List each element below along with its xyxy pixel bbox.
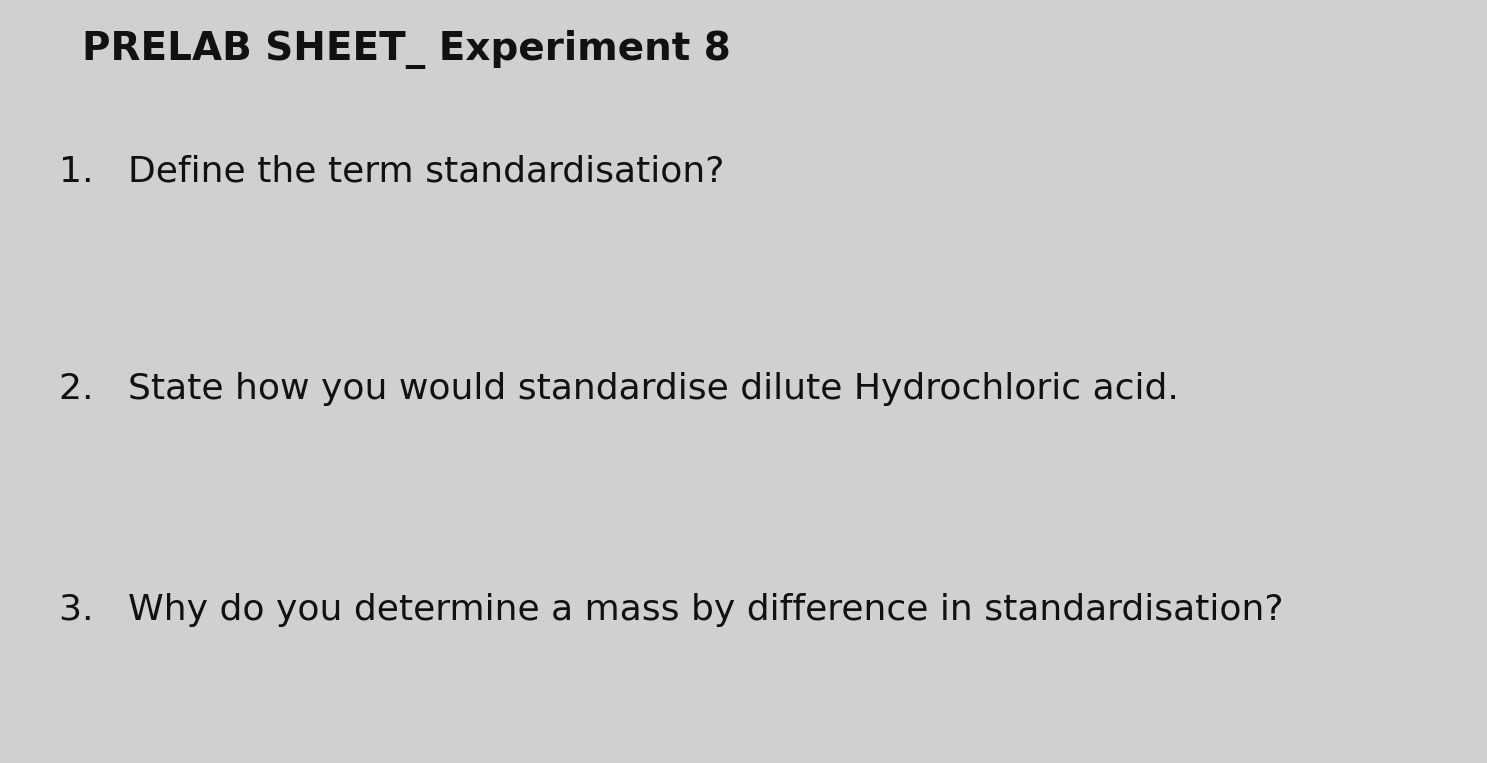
Text: PRELAB SHEET_ Experiment 8: PRELAB SHEET_ Experiment 8 xyxy=(82,30,730,69)
Text: 1.   Define the term standardisation?: 1. Define the term standardisation? xyxy=(59,155,724,188)
Text: 2.   State how you would standardise dilute Hydrochloric acid.: 2. State how you would standardise dilut… xyxy=(59,372,1179,406)
Text: 3.   Why do you determine a mass by difference in standardisation?: 3. Why do you determine a mass by differ… xyxy=(59,594,1283,627)
